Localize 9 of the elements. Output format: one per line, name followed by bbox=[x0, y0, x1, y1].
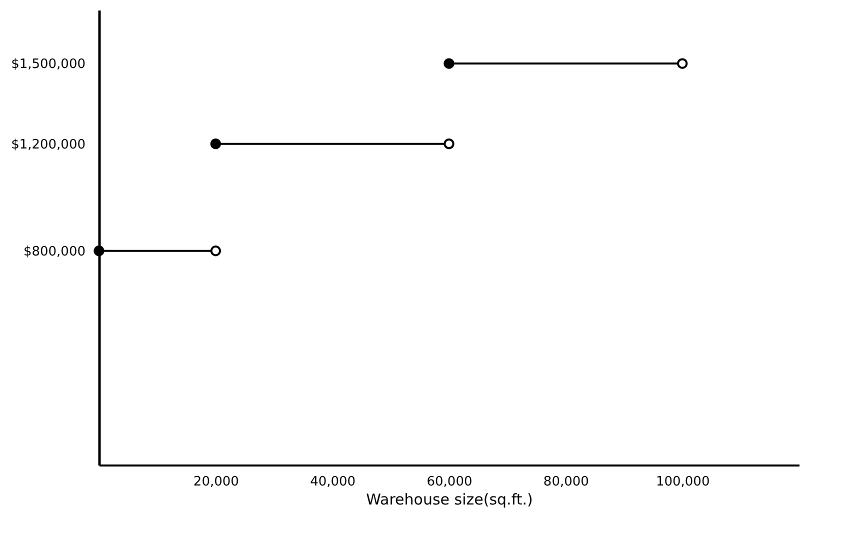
x-tick-label: 20,000 bbox=[193, 474, 239, 490]
x-tick-label: 40,000 bbox=[310, 474, 356, 490]
x-tick-label: 60,000 bbox=[426, 474, 472, 490]
x-tick-label: 100,000 bbox=[656, 474, 710, 490]
x-tick-label: 80,000 bbox=[543, 474, 589, 490]
y-tick-label: $1,200,000 bbox=[11, 137, 86, 152]
y-tick-label: $800,000 bbox=[23, 244, 86, 260]
y-tick-label: $1,500,000 bbox=[11, 57, 86, 72]
x-axis-title: Warehouse size(sq.ft.) bbox=[366, 490, 533, 508]
